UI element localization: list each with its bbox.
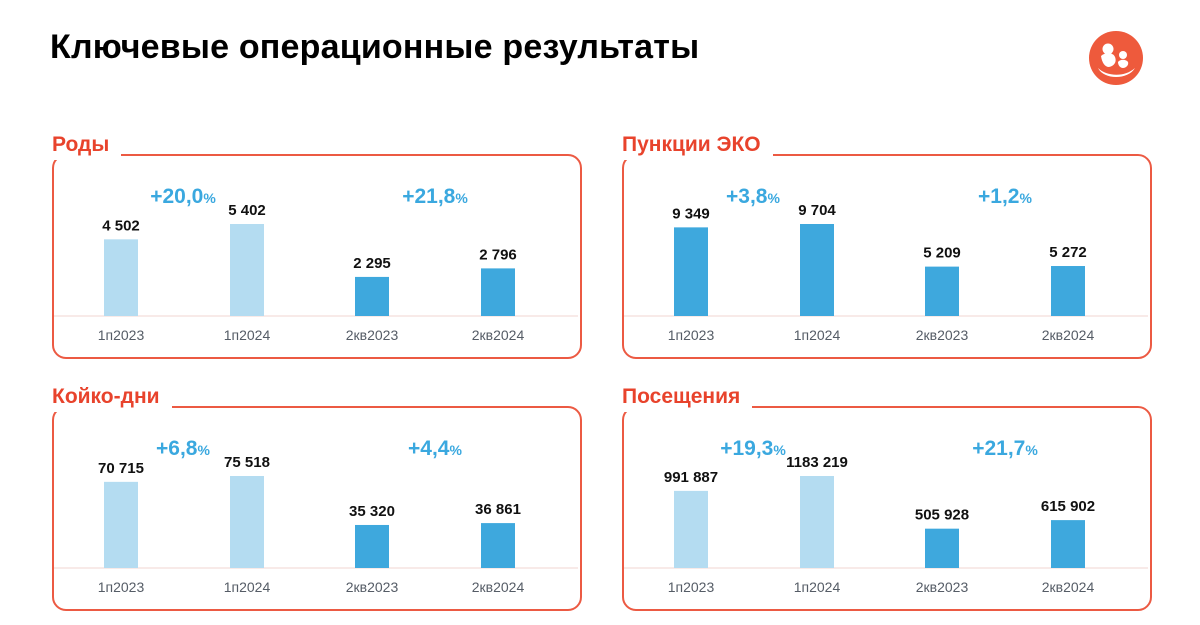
category-label: 1п2024	[794, 579, 841, 595]
value-label: 5 209	[923, 245, 961, 262]
value-label: 991 887	[664, 469, 718, 486]
growth-unit: %	[1020, 190, 1033, 206]
growth-number: +1,2	[978, 185, 1019, 208]
growth-unit: %	[198, 442, 211, 458]
value-label: 5 402	[228, 202, 266, 219]
bar-2кв2023	[355, 276, 389, 316]
bar-2кв2024	[481, 268, 515, 316]
growth-number: +21,8	[402, 185, 455, 208]
growth-number: +21,7	[972, 437, 1025, 460]
value-label: 505 928	[915, 507, 969, 524]
panel-title: Койко-дни	[46, 382, 172, 412]
growth-unit: %	[450, 442, 463, 458]
category-label: 2кв2024	[1042, 579, 1095, 595]
births-bar-chart: 4 502 1п2023 5 402 1п2024 2 295 2кв2023 2 796 2…	[54, 185, 578, 343]
growth-number: +6,8	[156, 437, 198, 460]
value-label: 4 502	[102, 217, 140, 234]
growth-label: +4,4%	[408, 437, 462, 460]
value-label: 35 320	[349, 503, 395, 520]
panel-title: Роды	[46, 130, 122, 160]
value-label: 2 295	[353, 255, 391, 272]
bar-1п2024	[800, 224, 834, 316]
growth-label: +6,8%	[156, 437, 210, 460]
bar-1п2024	[230, 476, 264, 568]
chart-panel-visits: 991 887 1п2023 1183 219 1п2024 505 928 2кв202…	[616, 382, 1152, 611]
bar-1п2024	[800, 476, 834, 568]
category-label: 1п2023	[98, 327, 145, 343]
bar-2кв2024	[1051, 266, 1085, 316]
growth-label: +3,8%	[726, 185, 780, 208]
bar-2кв2023	[925, 266, 959, 316]
bar-2кв2023	[925, 528, 959, 568]
category-label: 2кв2023	[916, 579, 969, 595]
panel-frame	[622, 406, 1152, 611]
value-label: 2 796	[479, 246, 517, 263]
category-label: 2кв2024	[1042, 327, 1095, 343]
growth-number: +3,8	[726, 185, 768, 208]
visits-bar-chart: 991 887 1п2023 1183 219 1п2024 505 928 2кв202…	[624, 437, 1148, 595]
growth-number: +20,0	[150, 185, 203, 208]
bar-1п2023	[104, 481, 138, 568]
growth-number: +4,4	[408, 437, 450, 460]
page-title: Ключевые операционные результаты	[50, 28, 700, 66]
value-label: 70 715	[98, 460, 144, 477]
value-label: 1183 219	[786, 454, 848, 471]
growth-unit: %	[1025, 442, 1038, 458]
value-label: 9 704	[798, 202, 836, 219]
category-label: 2кв2024	[472, 579, 525, 595]
ivf-punctures-bar-chart: 9 349 1п2023 9 704 1п2024 5 209 2кв2023 5 272 2…	[624, 185, 1148, 343]
growth-label: +1,2%	[978, 185, 1032, 208]
bar-2кв2023	[355, 524, 389, 568]
growth-unit: %	[768, 190, 781, 206]
growth-label: +21,8%	[402, 185, 468, 208]
panel-title: Пункции ЭКО	[616, 130, 773, 160]
category-label: 2кв2023	[346, 579, 399, 595]
growth-label: +21,7%	[972, 437, 1038, 460]
panel-frame	[52, 406, 582, 611]
category-label: 2кв2023	[346, 327, 399, 343]
growth-unit: %	[455, 190, 468, 206]
value-label: 9 349	[672, 205, 710, 222]
category-label: 1п2024	[224, 327, 271, 343]
chart-panel-bed-days: 70 715 1п2023 75 518 1п2024 35 320 2кв2023 36 …	[46, 382, 582, 611]
value-label: 36 861	[475, 501, 521, 518]
panel-frame	[52, 154, 582, 359]
category-label: 1п2024	[794, 327, 841, 343]
growth-unit: %	[203, 190, 216, 206]
bar-1п2023	[674, 490, 708, 568]
bar-1п2023	[104, 239, 138, 316]
bar-2кв2024	[1051, 520, 1085, 568]
category-label: 1п2023	[98, 579, 145, 595]
growth-label: +19,3%	[720, 437, 786, 460]
growth-label: +20,0%	[150, 185, 216, 208]
category-label: 1п2024	[224, 579, 271, 595]
value-label: 75 518	[224, 454, 270, 471]
chart-panel-ivf-punctures: 9 349 1п2023 9 704 1п2024 5 209 2кв2023 5 272 2…	[616, 130, 1152, 359]
bar-1п2023	[674, 227, 708, 316]
bed-days-bar-chart: 70 715 1п2023 75 518 1п2024 35 320 2кв2023 36 …	[54, 437, 578, 595]
category-label: 2кв2024	[472, 327, 525, 343]
mother-and-child-logo-icon	[1088, 30, 1144, 86]
growth-number: +19,3	[720, 437, 773, 460]
bar-2кв2024	[481, 523, 515, 568]
chart-panel-births: 4 502 1п2023 5 402 1п2024 2 295 2кв2023 2 796 2…	[46, 130, 582, 359]
category-label: 1п2023	[668, 579, 715, 595]
bar-1п2024	[230, 224, 264, 316]
category-label: 1п2023	[668, 327, 715, 343]
value-label: 615 902	[1041, 498, 1095, 515]
value-label: 5 272	[1049, 244, 1087, 261]
panel-frame	[622, 154, 1152, 359]
category-label: 2кв2023	[916, 327, 969, 343]
growth-unit: %	[773, 442, 786, 458]
panel-title: Посещения	[616, 382, 753, 412]
